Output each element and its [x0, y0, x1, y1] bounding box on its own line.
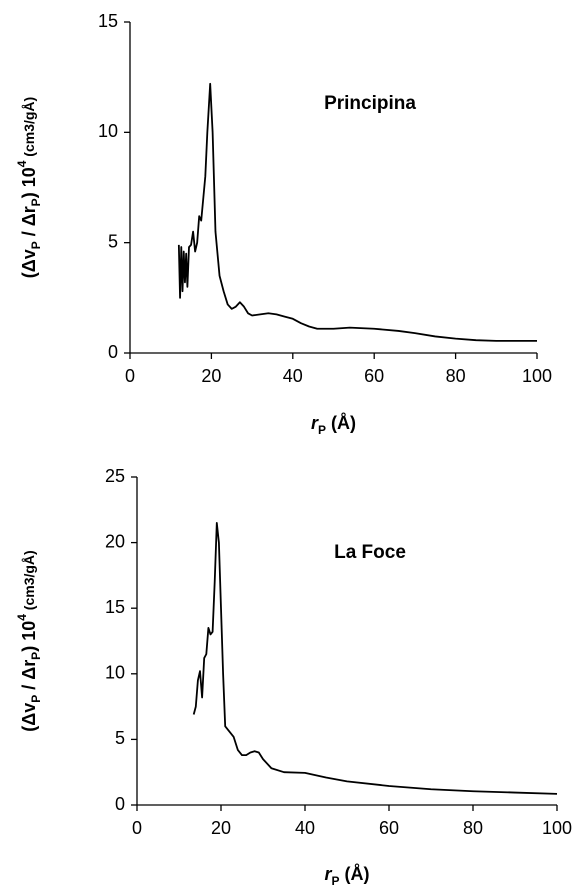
annotation: La Foce: [334, 542, 406, 563]
x-tick-label: 60: [379, 818, 399, 838]
x-tick-label: 0: [125, 366, 135, 386]
data-line: [177, 82, 537, 342]
label-part: / Δr: [19, 206, 39, 241]
label-part: 4: [15, 160, 29, 167]
x-tick-label: 100: [542, 818, 572, 838]
label-part: ) 10: [19, 167, 39, 198]
label-part: P: [29, 198, 43, 206]
label-part: P: [29, 695, 43, 703]
y-tick-label: 20: [105, 531, 125, 551]
x-tick-label: 20: [211, 818, 231, 838]
label-part: (Å): [340, 864, 370, 884]
y-tick-label: 0: [108, 342, 118, 362]
label-part: P: [332, 874, 340, 888]
y-tick-label: 10: [98, 121, 118, 141]
x-tick-label: 20: [201, 366, 221, 386]
x-tick-label: 100: [522, 366, 552, 386]
y-axis-label: (ΔvP / ΔrP) 104 (cm3/gÅ): [15, 97, 43, 278]
label-part: (cm3/gÅ): [21, 97, 37, 161]
label-part: r: [311, 413, 319, 433]
y-tick-label: 15: [98, 11, 118, 31]
label-part: r: [324, 864, 332, 884]
data-line: [192, 522, 558, 795]
y-tick-label: 0: [115, 794, 125, 814]
x-tick-label: 60: [364, 366, 384, 386]
label-part: P: [29, 652, 43, 660]
x-tick-label: 40: [295, 818, 315, 838]
y-tick-label: 25: [105, 466, 125, 486]
label-part: P: [29, 241, 43, 249]
y-axis-label: (ΔvP / ΔrP) 104 (cm3/gÅ): [15, 550, 43, 731]
label-part: ) 10: [19, 621, 39, 652]
x-tick-label: 80: [463, 818, 483, 838]
y-tick-label: 10: [105, 663, 125, 683]
annotation: Principina: [324, 93, 416, 114]
label-part: P: [318, 423, 326, 437]
x-axis-label: rP (Å): [311, 413, 356, 437]
y-tick-label: 15: [105, 597, 125, 617]
label-part: (Å): [326, 413, 356, 433]
label-part: (cm3/gÅ): [21, 550, 37, 614]
x-axis-label: rP (Å): [324, 864, 369, 888]
y-tick-label: 5: [115, 728, 125, 748]
label-part: / Δr: [19, 660, 39, 695]
y-tick-label: 5: [108, 231, 118, 251]
label-part: (Δv: [19, 249, 39, 278]
label-part: (Δv: [19, 703, 39, 732]
x-tick-label: 80: [446, 366, 466, 386]
label-part: 4: [15, 614, 29, 621]
x-tick-label: 0: [132, 818, 142, 838]
x-tick-label: 40: [283, 366, 303, 386]
